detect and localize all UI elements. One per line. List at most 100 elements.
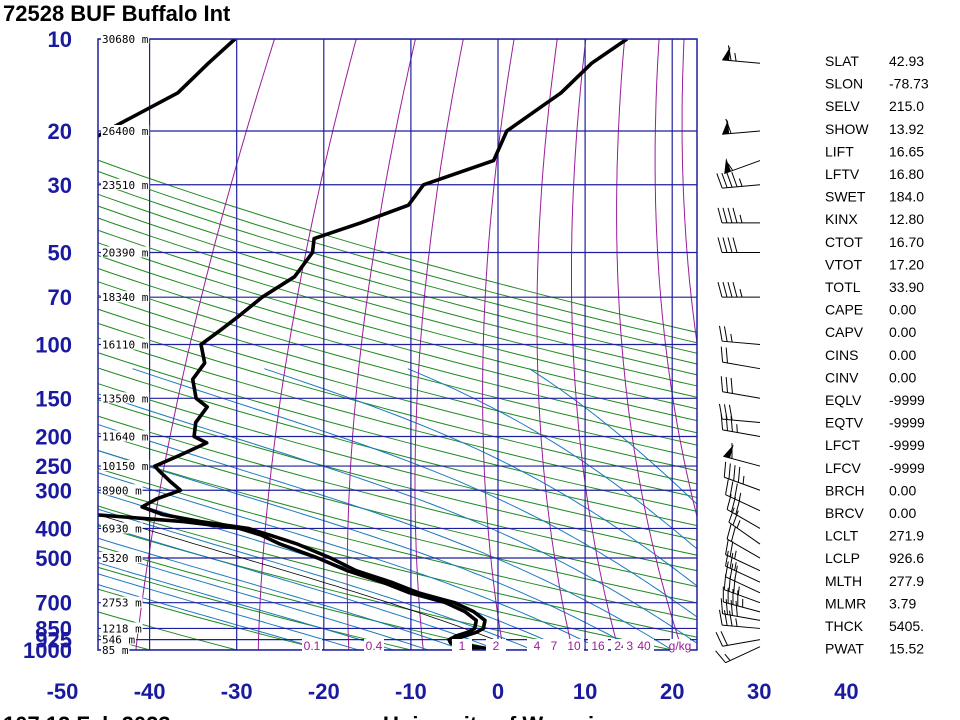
wind-barb-flag xyxy=(726,494,732,510)
wind-barb-flag xyxy=(730,600,733,616)
height-label-bg xyxy=(101,246,150,258)
index-name: SLAT xyxy=(825,53,859,69)
wind-barb-flag xyxy=(733,577,736,594)
index-name: CAPV xyxy=(825,324,864,340)
wind-barb xyxy=(717,282,760,298)
index-value: 16.70 xyxy=(889,234,924,250)
wind-barb-flag xyxy=(728,507,735,523)
wind-barb-flag xyxy=(725,599,728,615)
index-value: 926.6 xyxy=(889,550,924,566)
pressure-tick-label: 500 xyxy=(35,546,72,571)
height-label-bg xyxy=(101,178,150,190)
dry-adiabat-line xyxy=(98,308,697,472)
wind-barb-half-flag xyxy=(739,214,743,224)
pressure-tick-label: 200 xyxy=(35,424,72,449)
pressure-tick-label: 850 xyxy=(35,616,72,641)
wind-barb-flag xyxy=(725,415,728,431)
temperature-tick-label: 10 xyxy=(573,679,597,704)
height-label: 20390 m xyxy=(102,247,149,260)
index-value: 0.00 xyxy=(889,505,916,521)
wind-barb xyxy=(718,403,761,423)
dry-adiabat-line xyxy=(98,205,697,376)
index-value: 0.00 xyxy=(889,324,916,340)
wind-barb-flag xyxy=(735,600,738,617)
wind-barb-flag xyxy=(725,347,728,364)
dry-adiabat-line xyxy=(98,505,675,650)
wind-barb-staff xyxy=(722,613,761,621)
index-value: 16.80 xyxy=(889,166,924,182)
index-name: LFCV xyxy=(825,460,861,476)
dry-adiabat-line xyxy=(98,399,697,556)
footer-right-text: University of Wyoming xyxy=(383,712,621,720)
index-name: LCLT xyxy=(825,528,859,544)
wind-barb-flag xyxy=(729,481,734,497)
temperature-tick-label: -20 xyxy=(308,679,340,704)
plot-frame xyxy=(97,38,698,651)
height-label-bg xyxy=(101,338,150,350)
wind-barb xyxy=(717,207,760,224)
wind-barb xyxy=(717,237,760,254)
wind-barb-flag xyxy=(732,510,739,526)
index-name: KINX xyxy=(825,211,858,227)
height-label-bg xyxy=(101,291,150,303)
wind-barb-flag xyxy=(720,598,724,614)
pressure-tick-label: 70 xyxy=(48,285,72,310)
height-label-bg xyxy=(101,460,150,472)
index-name: MLTH xyxy=(825,573,862,589)
wind-barb-half-flag xyxy=(738,178,743,187)
height-label: 13500 m xyxy=(102,392,149,405)
moist-adiabat-line xyxy=(529,368,697,505)
wind-barb-staff xyxy=(722,340,761,345)
wind-barb xyxy=(724,158,761,175)
wind-barb-flag xyxy=(725,539,729,555)
wind-barb-half-flag xyxy=(734,562,737,571)
height-label-bg xyxy=(101,430,150,442)
wind-barb-flag xyxy=(720,376,724,392)
index-name: BRCH xyxy=(825,482,865,498)
index-value: 13.92 xyxy=(889,121,924,137)
wind-barb-flag xyxy=(730,496,736,513)
wind-barb-half-flag xyxy=(739,289,743,298)
wind-barb-flag xyxy=(727,282,733,298)
height-label-bg xyxy=(101,633,136,645)
wind-barb xyxy=(723,461,761,491)
index-value: -9999 xyxy=(889,392,925,408)
index-value: 215.0 xyxy=(889,98,924,114)
wind-barb-half-flag xyxy=(724,653,731,661)
index-name: SELV xyxy=(825,98,860,114)
wind-barb-half-flag xyxy=(742,475,745,485)
index-name: TOTL xyxy=(825,279,861,295)
index-value: 0.00 xyxy=(889,347,916,363)
index-value: 15.52 xyxy=(889,641,924,657)
index-value: -9999 xyxy=(889,415,925,431)
wind-barb-flag xyxy=(715,650,726,664)
wind-barb-flag xyxy=(717,207,723,224)
mixing-ratio-label-bg xyxy=(486,639,506,652)
pressure-tick-label: 10 xyxy=(48,27,72,52)
wind-barb-flag xyxy=(720,414,724,430)
index-name: LCLP xyxy=(825,550,860,566)
wind-barb-flag xyxy=(728,463,731,480)
parcel-path xyxy=(98,514,499,650)
wind-barb-flag xyxy=(730,526,736,542)
wind-barb-staff xyxy=(723,601,761,613)
wind-barb xyxy=(716,172,761,189)
wind-barb xyxy=(725,550,761,583)
mixing-ratio-line xyxy=(571,39,620,650)
index-value: 16.65 xyxy=(889,143,924,159)
wind-barb-flag xyxy=(727,45,732,61)
wind-barb-staff xyxy=(722,639,761,647)
wind-barb-pennant xyxy=(722,119,730,135)
temperature-tick-label: -30 xyxy=(221,679,253,704)
wind-barb-flag xyxy=(729,541,734,557)
dry-adiabat-line xyxy=(98,193,697,365)
height-label-bg xyxy=(101,33,150,44)
pressure-tick-label: 150 xyxy=(35,386,72,411)
wind-barb-flag xyxy=(732,237,738,253)
wind-barb-staff xyxy=(724,160,761,175)
moist-adiabat-line xyxy=(98,523,499,650)
wind-barb-staff xyxy=(725,565,761,583)
wind-barb-flag xyxy=(726,172,733,188)
mixing-ratio-label-bg xyxy=(564,639,584,652)
